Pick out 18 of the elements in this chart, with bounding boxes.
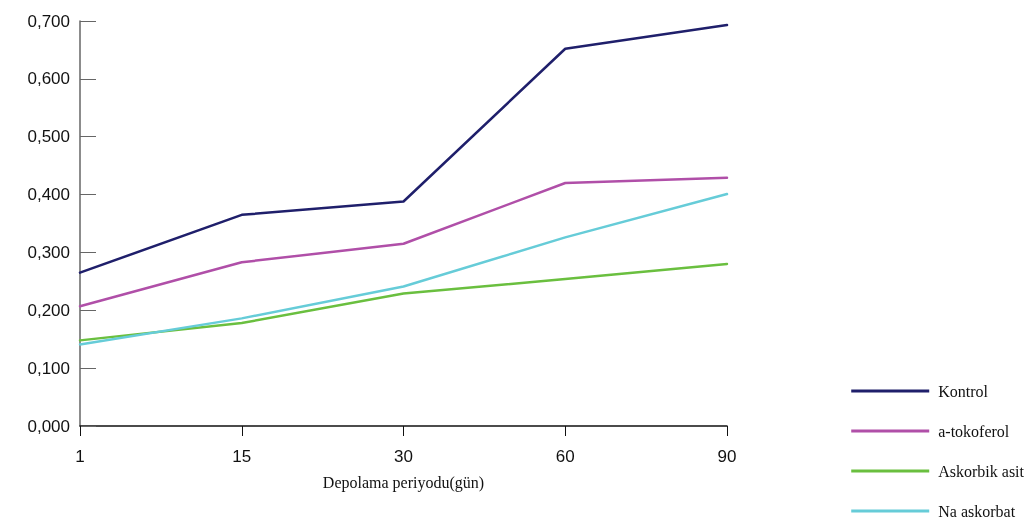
y-tick-label: 0,500 xyxy=(27,127,70,147)
y-tick-label: 0,300 xyxy=(27,242,70,262)
y-tick-label: 0,200 xyxy=(27,300,70,320)
legend-label: Askorbik asit xyxy=(938,462,1025,480)
x-axis-title: Depolama periyodu(gün) xyxy=(322,473,485,492)
x-tick-label: 1 xyxy=(75,447,85,466)
legend-label: Kontrol xyxy=(938,382,989,400)
y-tick-label: 0,100 xyxy=(27,358,70,378)
y-tick-label: 0,600 xyxy=(27,69,70,89)
y-tick-label: 0,700 xyxy=(27,11,70,31)
x-tick-label: 15 xyxy=(232,447,252,466)
x-tick-label: 60 xyxy=(555,447,575,466)
x-tick-label: 30 xyxy=(394,447,413,466)
x-tick-label: 90 xyxy=(717,447,737,466)
legend-label: Na askorbat xyxy=(938,502,1016,520)
y-tick-label: 0,000 xyxy=(27,416,70,436)
legend-label: a-tokoferol xyxy=(938,422,1010,440)
y-tick-label: 0,400 xyxy=(27,185,70,205)
